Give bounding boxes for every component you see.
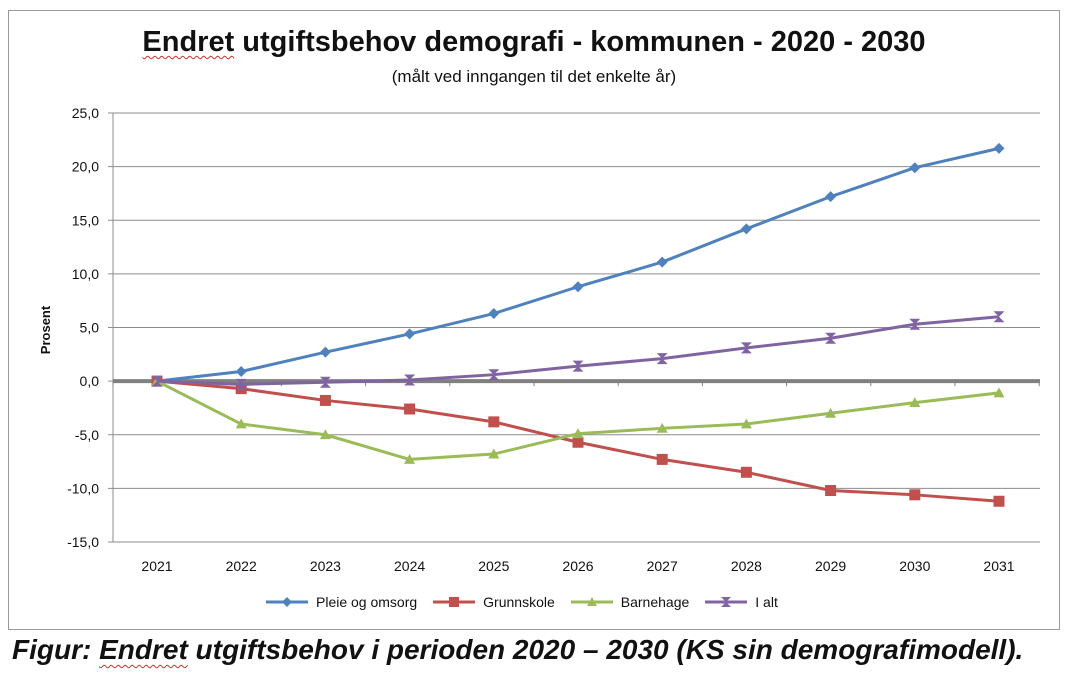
data-point-diamond — [825, 191, 837, 203]
y-tick-label: -10,0 — [67, 480, 99, 496]
data-point-triangle — [993, 387, 1005, 398]
x-tick-label: 2029 — [815, 558, 846, 574]
y-tick-label: 20,0 — [72, 159, 99, 175]
caption-first-word: Endret — [99, 634, 188, 665]
data-point-triangle — [656, 422, 668, 433]
legend-label: Grunnskole — [483, 594, 555, 610]
data-point-hourglass — [319, 376, 331, 388]
data-point-diamond — [404, 328, 416, 340]
x-tick-label: 2022 — [226, 558, 257, 574]
data-point-diamond — [488, 308, 500, 320]
caption-prefix: Figur: — [12, 634, 100, 665]
data-point-hourglass — [151, 375, 163, 387]
axes — [108, 112, 1040, 543]
data-point-square — [909, 489, 921, 501]
caption-rest: utgiftsbehov i perioden 2020 – 2030 (KS … — [187, 634, 1024, 665]
data-point-square — [404, 403, 416, 415]
data-point-diamond — [572, 281, 584, 293]
data-point-hourglass — [825, 332, 837, 344]
data-point-diamond — [319, 346, 331, 358]
y-axis-label: Prosent — [38, 305, 53, 354]
legend-swatch — [570, 597, 613, 606]
y-tick-label: -15,0 — [67, 534, 99, 550]
data-point-square — [488, 416, 500, 428]
legend-label: Pleie og omsorg — [316, 594, 418, 610]
legend-item: Barnehage — [569, 594, 690, 610]
series-line — [156, 315, 1000, 386]
data-point-triangle — [586, 597, 597, 606]
series-2 — [151, 375, 1005, 464]
x-tick-label: 2031 — [983, 558, 1014, 574]
data-point-diamond — [993, 142, 1005, 154]
data-point-triangle — [488, 448, 500, 459]
data-point-hourglass — [656, 353, 668, 365]
data-point-square — [319, 394, 331, 406]
x-tick-label: 2026 — [562, 558, 593, 574]
legend-item: Pleie og omsorg — [264, 594, 417, 610]
data-point-square — [656, 453, 668, 465]
y-tick-label: 15,0 — [72, 212, 99, 228]
data-point-diamond — [656, 256, 668, 268]
data-point-hourglass — [235, 378, 247, 390]
data-point-diamond — [235, 365, 247, 377]
x-tick-labels: 2021 2022 2023 2024 2025 2026 2027 2028 2029 2030… — [141, 558, 1014, 574]
series-1 — [151, 375, 1005, 507]
data-point-square — [993, 495, 1005, 507]
x-tick-label: 2028 — [731, 558, 762, 574]
y-tick-label: 0,0 — [80, 373, 100, 389]
data-point-hourglass — [740, 342, 752, 354]
legend-label: Barnehage — [620, 594, 690, 610]
x-tick-label: 2030 — [899, 558, 930, 574]
series-0 — [151, 142, 1005, 387]
legend: Pleie og omsorg Grunnskole Barnehage I alt — [264, 594, 778, 610]
data-point-triangle — [825, 407, 837, 418]
legend-swatch — [433, 597, 476, 607]
data-point-triangle — [572, 428, 584, 439]
chart-title-rest: utgiftsbehov demografi - kommunen - 2020… — [234, 26, 926, 58]
legend-label: I alt — [755, 594, 778, 610]
legend-swatch — [266, 597, 308, 607]
data-point-square — [740, 466, 752, 478]
y-tick-labels: 25,0 20,0 15,0 10,0 5,0 0,0 -5,0 -10,0 -15,0 — [67, 105, 99, 550]
y-tick-label: 5,0 — [80, 320, 100, 336]
legend-swatch — [705, 597, 748, 607]
y-tick-label: -5,0 — [75, 427, 99, 443]
series-line — [156, 146, 1000, 383]
data-point-diamond — [282, 597, 292, 607]
data-point-hourglass — [488, 369, 500, 381]
x-tick-label: 2024 — [394, 558, 425, 574]
data-point-hourglass — [572, 360, 584, 372]
data-point-square — [825, 485, 837, 497]
data-point-diamond — [909, 162, 921, 174]
x-tick-label: 2025 — [478, 558, 509, 574]
chart-title-first-word: Endret — [142, 26, 235, 58]
y-tick-label: 25,0 — [72, 105, 99, 121]
data-point-hourglass — [993, 311, 1005, 323]
data-point-square — [449, 597, 460, 607]
data-point-triangle — [319, 429, 331, 440]
data-point-hourglass — [404, 374, 416, 386]
data-point-triangle — [740, 418, 752, 429]
chart-subtitle: (målt ved inngangen til det enkelte år) — [391, 67, 677, 86]
chart-title: Endret utgiftsbehov demografi - kommunen… — [0, 26, 1068, 59]
data-point-triangle — [235, 418, 247, 429]
data-point-hourglass — [721, 597, 732, 607]
x-tick-label: 2023 — [310, 558, 341, 574]
legend-item: Grunnskole — [431, 594, 555, 610]
data-point-triangle — [404, 453, 416, 464]
series-lines — [151, 142, 1005, 507]
figure-caption: Figur: Endret utgiftsbehov i perioden 20… — [12, 634, 1023, 666]
data-point-diamond — [740, 223, 752, 235]
data-point-hourglass — [909, 318, 921, 330]
legend-item: I alt — [703, 594, 778, 610]
data-point-triangle — [909, 397, 921, 407]
x-tick-label: 2027 — [647, 558, 678, 574]
x-tick-label: 2021 — [141, 558, 172, 574]
y-tick-label: 10,0 — [72, 266, 99, 282]
series-3 — [151, 311, 1005, 390]
data-point-square — [572, 436, 584, 448]
